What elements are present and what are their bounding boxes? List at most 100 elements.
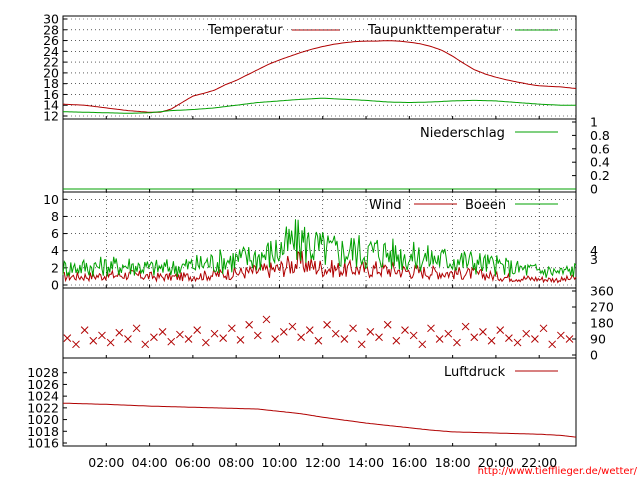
legend-niederschlag: Niederschlag: [420, 126, 505, 141]
y-tick-label: 1026: [27, 377, 59, 392]
point-cross: [453, 338, 461, 347]
legend-luftdruck: Luftdruck: [444, 365, 506, 380]
wind-direction-point: [150, 333, 158, 342]
point-cross: [262, 315, 271, 324]
point-cross: [314, 336, 323, 345]
point-cross: [401, 326, 409, 334]
point-cross: [383, 320, 392, 329]
y-tick-label: 1016: [27, 436, 59, 451]
x-tick-label: 02:00: [88, 455, 124, 470]
point-cross: [288, 322, 297, 331]
y-tick-label: 16: [43, 87, 59, 102]
legend-boeen: Boeen: [465, 198, 506, 213]
point-cross: [366, 328, 375, 336]
panel-precipitation: Niederschlag: [420, 126, 558, 141]
wind-direction-point: [331, 329, 340, 338]
point-cross: [409, 331, 418, 340]
x-tick-label: 20:00: [478, 455, 514, 470]
x-tick-label: 22:00: [521, 455, 557, 470]
credit-link[interactable]: http://www.tiefflieger.de/wetter/: [478, 466, 638, 477]
legend-wind: Wind: [369, 198, 402, 213]
wind-direction-point: [193, 326, 202, 334]
y2-tick-label: 0.2: [590, 168, 610, 183]
series-line-boeen: [62, 219, 577, 278]
point-cross: [158, 328, 167, 336]
wind-direction-point: [314, 336, 323, 345]
y-tick-label: 1020: [27, 412, 59, 427]
panel-4-frame: [62, 357, 577, 447]
point-cross: [556, 331, 565, 340]
x-tick-label: 14:00: [348, 455, 384, 470]
point-cross: [331, 329, 340, 338]
y-tick-label: 0: [51, 278, 59, 293]
point-cross: [357, 340, 366, 349]
wind-direction-point: [461, 322, 470, 331]
panel-3-frame: [62, 287, 577, 359]
wind-direction-point: [271, 335, 279, 343]
wind-direction-point: [409, 331, 418, 340]
wind-direction-point: [548, 340, 557, 349]
y-tick-label: 1024: [27, 389, 59, 404]
wind-direction-point: [115, 328, 124, 337]
wind-direction-point: [106, 338, 115, 347]
point-cross: [227, 324, 236, 333]
y-tick-label: 24: [43, 44, 59, 59]
wind-direction-point: [470, 333, 479, 342]
point-cross: [565, 335, 574, 343]
point-cross: [418, 340, 427, 349]
panel-pressure: Luftdruck: [444, 365, 558, 380]
y2-tick-label: 0: [590, 182, 598, 197]
y2-tick-label: 1: [590, 115, 598, 130]
series-line-taupunkttemperatur: [63, 97, 576, 114]
wind-direction-point: [349, 324, 357, 333]
point-cross: [167, 337, 176, 346]
point-cross: [470, 333, 479, 342]
wind-direction-point: [375, 333, 383, 342]
point-cross: [63, 334, 72, 342]
point-cross: [80, 326, 89, 334]
wind-direction-point: [487, 336, 496, 345]
wind-direction-point: [63, 334, 72, 342]
wind-direction-point: [141, 340, 150, 349]
point-cross: [479, 328, 487, 336]
point-cross: [548, 340, 557, 349]
point-cross: [124, 335, 132, 343]
point-cross: [349, 324, 357, 333]
point-cross: [236, 336, 245, 344]
wind-direction-point: [124, 335, 132, 343]
wind-direction-point: [401, 326, 409, 334]
y-tick-label: 1018: [27, 424, 59, 439]
point-cross: [375, 333, 383, 342]
y2-tick-label: 0: [590, 348, 598, 363]
point-cross: [305, 326, 314, 334]
y2-tick-label: 0.6: [590, 141, 610, 156]
point-cross: [496, 326, 505, 334]
x-tick-label: 08:00: [218, 455, 254, 470]
wind-direction-point: [565, 335, 574, 343]
point-cross: [202, 338, 210, 347]
wind-direction-point: [80, 326, 89, 334]
wind-direction-point: [202, 338, 210, 347]
wind-direction-point: [357, 340, 366, 349]
y2-tick-label: 0.8: [590, 128, 610, 143]
y-tick-label: 2: [51, 260, 59, 275]
y-tick-label: 8: [51, 209, 59, 224]
point-cross: [89, 336, 98, 345]
wind-direction-point: [176, 330, 184, 339]
y-tick-label: 14: [43, 98, 59, 113]
point-cross: [245, 320, 254, 329]
wind-direction-point: [288, 322, 297, 331]
wind-direction-point: [279, 328, 288, 336]
point-cross: [323, 320, 331, 329]
legend-taupunkttemperatur: Taupunkttemperatur: [367, 23, 502, 38]
y2-label: 3: [590, 252, 598, 267]
point-cross: [132, 324, 141, 333]
point-cross: [253, 331, 262, 340]
wind-direction-point: [245, 320, 254, 329]
wind-direction-point: [383, 320, 392, 329]
point-cross: [505, 334, 513, 342]
